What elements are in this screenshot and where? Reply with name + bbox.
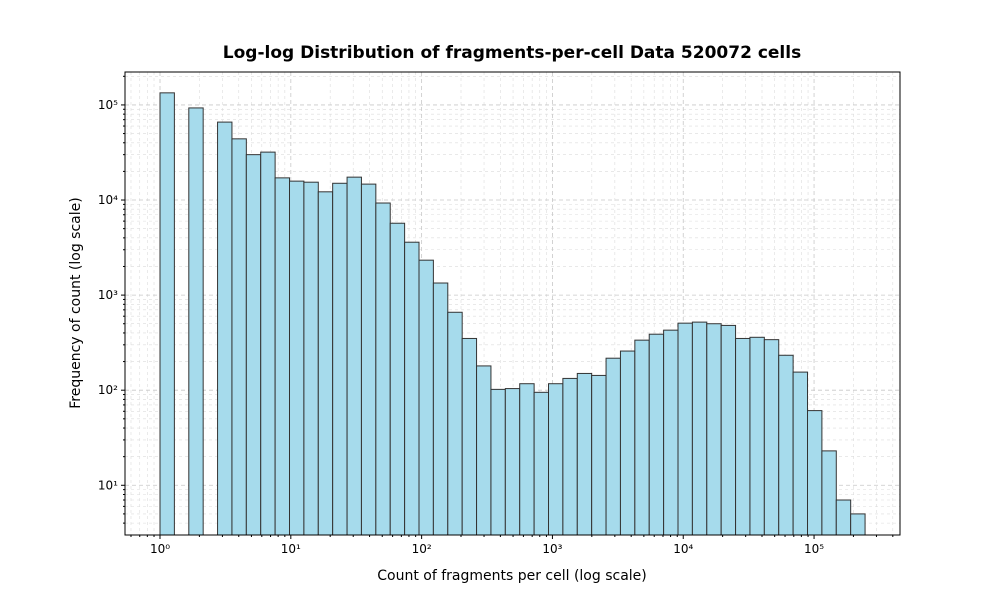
bar [807, 410, 823, 536]
bar [735, 337, 751, 536]
y-tick-label: 10² [98, 383, 118, 397]
bar [188, 107, 204, 536]
bar [490, 388, 506, 536]
bar [835, 499, 852, 536]
x-tick-label: 10⁵ [804, 542, 824, 556]
bar [720, 324, 737, 536]
bar [763, 339, 780, 536]
bar [231, 138, 247, 536]
bar [404, 241, 420, 536]
bar [792, 371, 809, 536]
chart-title: Log-log Distribution of fragments-per-ce… [223, 43, 801, 63]
x-tick-label: 10⁰ [150, 542, 170, 556]
bar [346, 176, 362, 536]
bar [706, 323, 722, 536]
bar [533, 391, 550, 536]
bar [519, 383, 535, 536]
bar [677, 322, 693, 536]
bar [648, 333, 665, 536]
bar [619, 350, 636, 536]
y-tick-label: 10³ [98, 288, 118, 302]
y-tick-label: 10¹ [98, 478, 118, 492]
y-axis-label: Frequency of count (log scale) [68, 197, 84, 408]
bar [850, 513, 866, 536]
bar [562, 377, 578, 536]
bar [576, 372, 593, 536]
bar [691, 321, 708, 536]
bar [418, 259, 434, 536]
bar [461, 337, 478, 536]
x-axis-label: Count of fragments per cell (log scale) [377, 568, 647, 584]
bar [504, 388, 521, 536]
bar [634, 339, 650, 536]
x-tick-label: 10¹ [281, 542, 301, 556]
x-tick-label: 10⁴ [673, 542, 693, 556]
bar [317, 191, 334, 536]
bar [778, 354, 794, 536]
bar [289, 180, 305, 536]
bar [159, 92, 175, 536]
y-tick-label: 10⁵ [98, 98, 118, 112]
bar [260, 151, 276, 536]
bar [245, 154, 262, 536]
bar [663, 329, 679, 536]
bar [591, 374, 607, 536]
axes-frame [124, 71, 901, 536]
y-tick-label: 10⁴ [98, 193, 118, 207]
bar [476, 365, 492, 536]
bar [749, 336, 765, 536]
bar [389, 222, 406, 536]
bar [303, 181, 319, 536]
bar [217, 121, 233, 536]
bar [375, 202, 391, 536]
x-tick-label: 10³ [542, 542, 562, 556]
bar [274, 177, 291, 536]
bar [821, 450, 837, 536]
bar [432, 282, 449, 536]
bar [548, 383, 564, 536]
x-tick-label: 10² [412, 542, 432, 556]
bar [447, 311, 463, 536]
bar [332, 182, 348, 536]
bar [605, 357, 621, 536]
bar [360, 183, 377, 536]
